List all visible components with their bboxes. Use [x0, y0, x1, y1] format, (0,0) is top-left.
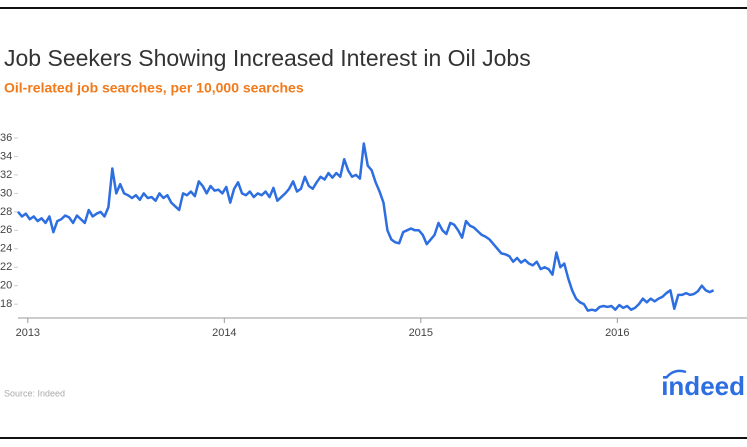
- x-tick-label: 2015: [409, 327, 433, 339]
- y-tick-label: 18: [0, 298, 12, 310]
- y-tick-label: 34: [0, 150, 12, 162]
- y-tick-label: 28: [0, 206, 12, 218]
- chart-subtitle: Oil-related job searches, per 10,000 sea…: [4, 80, 304, 96]
- y-tick-label: 32: [0, 169, 12, 181]
- x-tick-label: 2013: [16, 327, 40, 339]
- y-tick-label: 20: [0, 280, 12, 292]
- y-tick-label: 36: [0, 132, 12, 144]
- y-tick-label: 30: [0, 187, 12, 199]
- x-tick-label: 2014: [212, 327, 236, 339]
- source: Source: Indeed: [4, 388, 65, 398]
- logo-arc: [665, 369, 687, 379]
- y-tick-label: 24: [0, 243, 12, 255]
- y-tick-label: 26: [0, 224, 12, 236]
- chart-title: Job Seekers Showing Increased Interest i…: [4, 45, 531, 71]
- x-tick-label: 2016: [605, 327, 629, 339]
- y-tick-label: 22: [0, 261, 12, 273]
- data-line: [17, 142, 715, 312]
- logo: indeed: [661, 371, 745, 401]
